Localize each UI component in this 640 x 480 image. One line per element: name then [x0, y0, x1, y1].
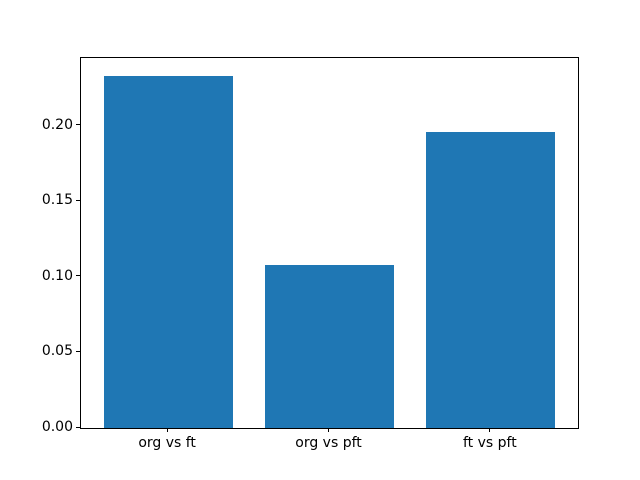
y-axis-tick-label: 0.15	[41, 192, 73, 209]
y-axis-tick-label: 0.10	[41, 267, 73, 284]
y-axis-tick-label: 0.00	[41, 419, 73, 435]
bar-ft-vs-pft	[426, 131, 556, 428]
y-axis-tick-mark	[76, 350, 80, 352]
y-axis-tick-mark	[76, 199, 80, 201]
y-axis-tick-label: 0.20	[41, 116, 73, 133]
plot-area	[80, 57, 579, 429]
y-axis-tick-label: 0.05	[41, 343, 73, 360]
y-axis-tick-mark	[76, 426, 80, 428]
x-axis-tick-label: org vs ft	[138, 435, 196, 451]
bar-org-vs-ft	[103, 75, 233, 428]
x-axis-tick-mark	[328, 428, 329, 432]
x-axis-tick-mark	[166, 428, 168, 432]
x-axis-tick-label: org vs pft	[295, 435, 362, 451]
y-axis-tick-mark	[76, 275, 80, 277]
x-axis-tick-label: ft vs pft	[463, 435, 517, 451]
x-axis-tick-mark	[489, 428, 491, 432]
bar-org-vs-pft	[264, 264, 395, 428]
y-axis-tick-mark	[76, 124, 80, 126]
